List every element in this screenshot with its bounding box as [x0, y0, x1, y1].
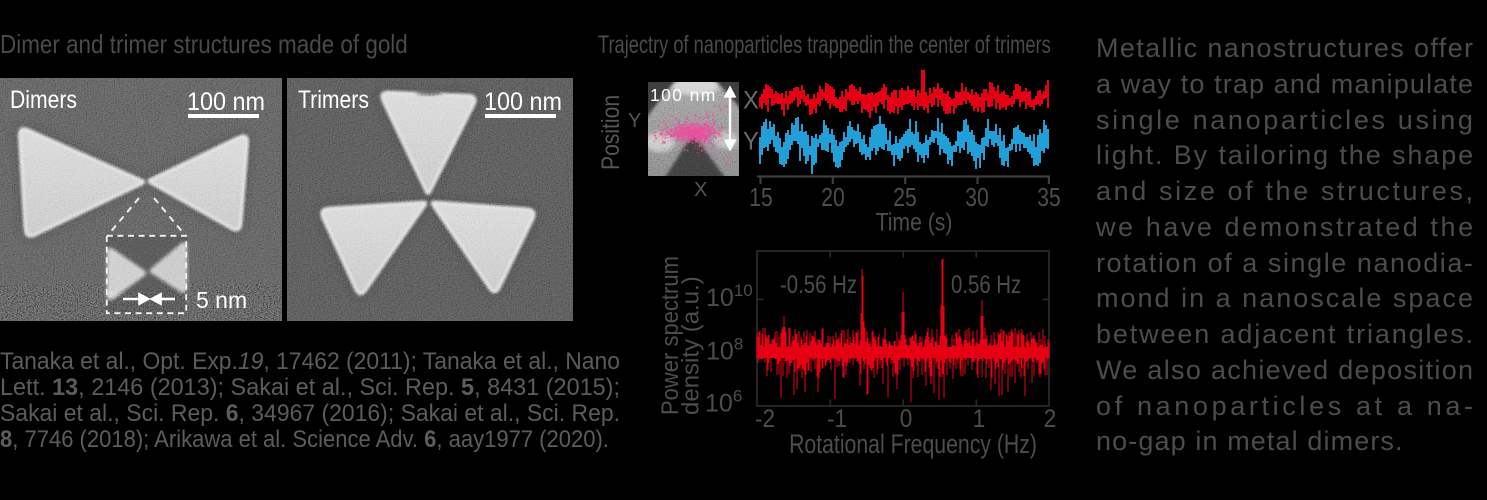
svg-text:30: 30 [965, 184, 988, 213]
svg-text:Trimers: Trimers [298, 85, 369, 113]
svg-text:100 nm: 100 nm [650, 85, 717, 105]
svg-text:X: X [743, 87, 759, 115]
svg-text:Y: Y [743, 128, 759, 156]
svg-text:-2: -2 [755, 405, 775, 433]
svg-text:Dimers: Dimers [10, 85, 77, 113]
svg-text:0.56 Hz: 0.56 Hz [951, 270, 1021, 299]
svg-text:20: 20 [821, 184, 844, 213]
svg-text:100 nm: 100 nm [484, 88, 562, 116]
svg-text:1010: 1010 [706, 281, 753, 312]
svg-text:density (a.u.): density (a.u.) [678, 276, 705, 415]
svg-text:2: 2 [1044, 405, 1057, 433]
svg-text:-0.56 Hz: -0.56 Hz [780, 270, 857, 299]
svg-text:35: 35 [1037, 184, 1060, 213]
svg-text:5 nm: 5 nm [196, 287, 247, 313]
svg-text:Time (s): Time (s) [876, 208, 953, 236]
svg-text:15: 15 [749, 184, 772, 213]
svg-text:0: 0 [900, 405, 913, 433]
svg-text:Rotational Frequency (Hz): Rotational Frequency (Hz) [789, 430, 1037, 460]
svg-text:Power spectrum: Power spectrum [656, 256, 683, 415]
svg-text:25: 25 [893, 184, 916, 213]
svg-text:100 nm: 100 nm [187, 88, 265, 116]
svg-text:108: 108 [706, 335, 743, 366]
svg-text:1: 1 [973, 405, 986, 433]
svg-text:-1: -1 [827, 405, 847, 433]
svg-text:106: 106 [705, 387, 742, 418]
